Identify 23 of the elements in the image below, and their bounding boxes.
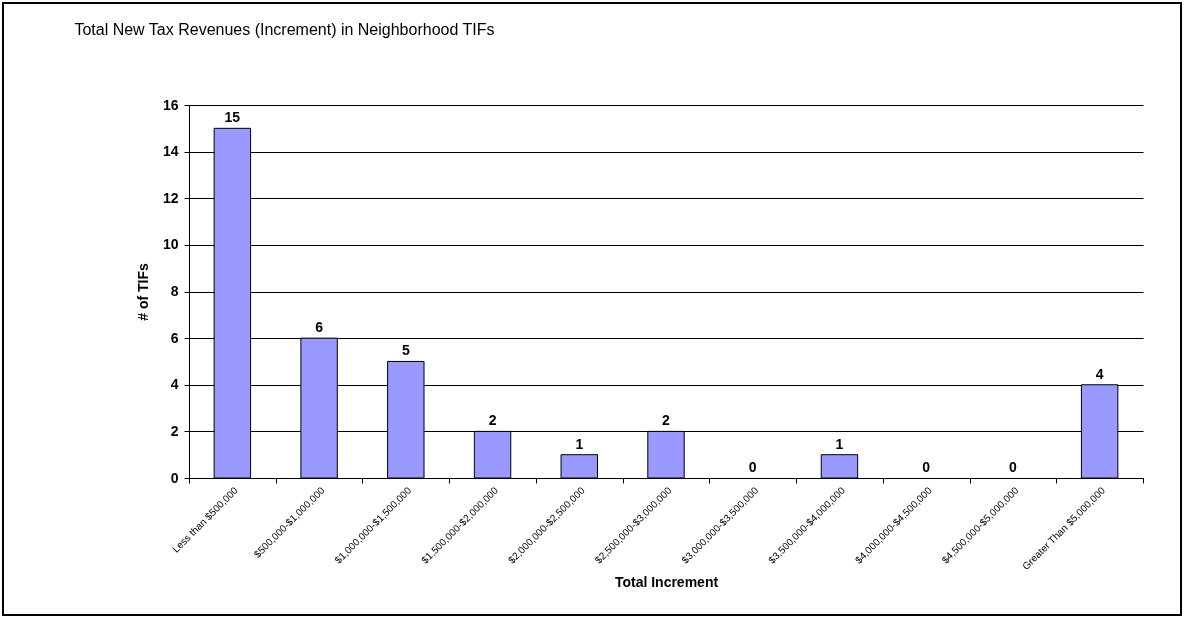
data-label: 0: [1009, 459, 1018, 475]
chart-title: Total New Tax Revenues (Increment) in Neighborhood TIFs: [74, 21, 495, 38]
data-label: 0: [922, 459, 931, 475]
x-axis-title: Total Increment: [614, 573, 719, 590]
y-tick-label: 12: [162, 189, 179, 206]
data-label: 1: [575, 435, 584, 452]
y-tick-label: 0: [170, 469, 179, 486]
data-label: 15: [224, 109, 241, 126]
data-label: 0: [748, 459, 757, 475]
y-axis-title: # of TIFs: [134, 263, 151, 321]
y-tick-label: 4: [170, 376, 179, 393]
data-label: 2: [662, 412, 671, 429]
data-label: 2: [488, 412, 497, 429]
y-tick-label: 2: [170, 422, 179, 439]
data-label: 5: [401, 342, 410, 359]
data-label: 6: [315, 319, 324, 336]
y-tick-label: 10: [162, 236, 179, 253]
y-tick-label: 16: [162, 96, 179, 113]
data-label: 4: [1095, 365, 1104, 382]
data-label: 1: [835, 435, 844, 452]
y-tick-label: 8: [170, 283, 179, 299]
y-tick-label: 14: [162, 143, 179, 160]
y-tick-label: 6: [170, 329, 179, 346]
